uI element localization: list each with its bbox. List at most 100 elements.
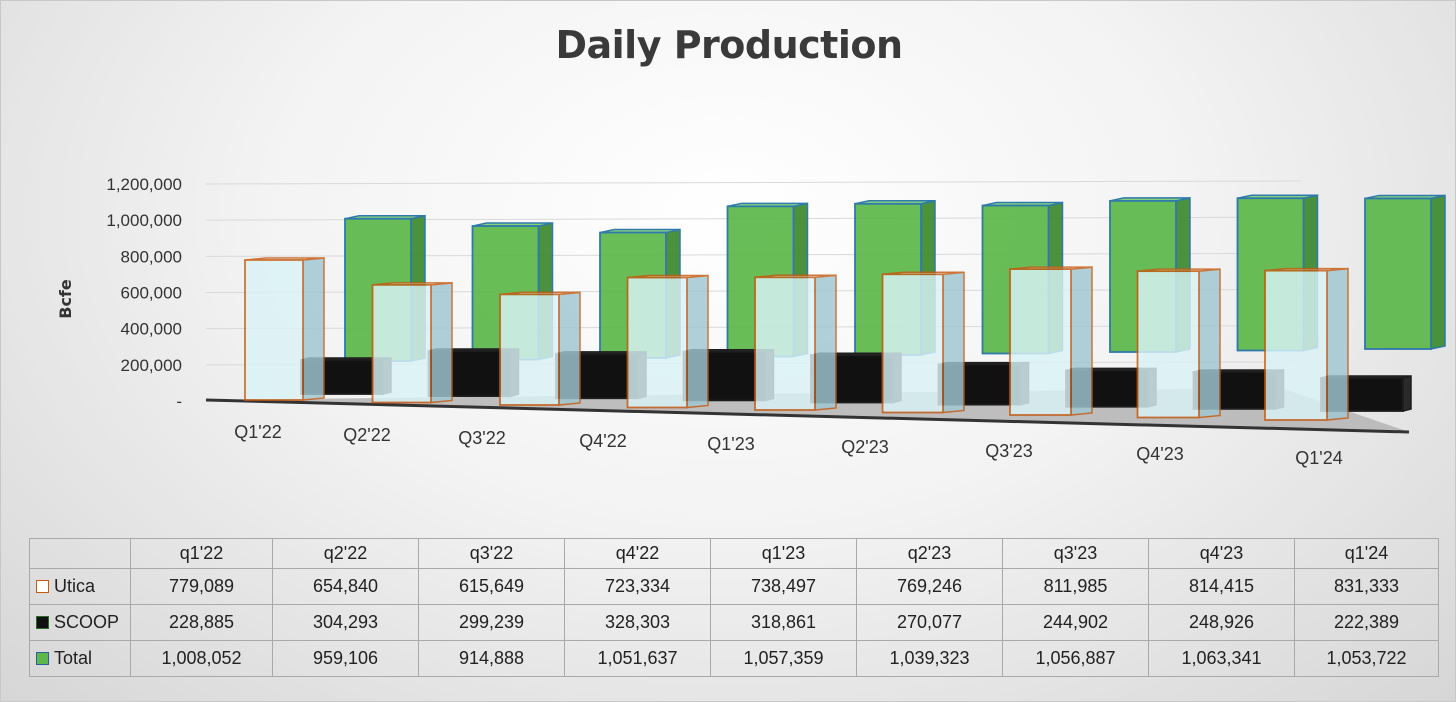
table-column-header: q2'22 [272,538,419,569]
table-row-header: Utica [29,568,131,605]
table-row: Utica 779,089 654,840 615,649 723,334 738,497… [29,568,1439,605]
table-cell: 723,334 [564,568,711,605]
table-cell: 270,077 [856,604,1003,641]
utica-bar [1009,266,1093,416]
y-tick-label: - [176,392,182,411]
bar-chart-3d: - 200,000 400,000 600,000 800,000 1,000,000 1,… [56,175,1446,468]
table-row-header: SCOOP [29,604,131,641]
y-tick-label: 800,000 [121,247,182,266]
table-cell: 615,649 [418,568,565,605]
table-header-row: q1'22 q2'22 q3'22 q4'22 q1'23 q2'23 q3'23 q4'23… [29,538,1439,569]
scoop-bar-side [1402,375,1412,412]
table-column-header: q1'24 [1294,538,1439,569]
table-cell: 1,008,052 [130,640,273,677]
x-tick-label: Q1'22 [234,422,281,442]
table-cell: 769,246 [856,568,1003,605]
table-cell: 1,039,323 [856,640,1003,677]
utica-bar [1264,267,1349,421]
table-cell: 1,063,341 [1148,640,1295,677]
y-axis-ticks: - 200,000 400,000 600,000 800,000 1,000,000 1,… [106,175,182,411]
utica-bar-side [942,271,965,414]
utica-bar-front [371,283,432,404]
utica-bar-side [686,274,709,409]
utica-bar-front [1009,268,1072,416]
table-cell: 244,902 [1002,604,1149,641]
table-column-header: q1'22 [130,538,273,569]
table-row-header: Total [29,640,131,677]
y-tick-label: 400,000 [121,320,182,339]
x-tick-label: Q3'23 [985,441,1032,461]
utica-bar-front [499,293,560,406]
table-column-header: q2'23 [856,538,1003,569]
x-tick-label: Q2'22 [343,425,390,445]
table-cell: 914,888 [418,640,565,677]
y-tick-label: 1,000,000 [106,211,182,230]
legend-swatch-icon [36,652,49,665]
x-tick-label: Q2'23 [841,437,888,457]
table-cell: 228,885 [130,604,273,641]
utica-bar-side [302,257,325,401]
table-cell: 1,051,637 [564,640,711,677]
utica-bar [244,257,325,401]
utica-bar-side [814,274,837,411]
x-tick-label: Q1'23 [707,434,754,454]
table-cell: 814,415 [1148,568,1295,605]
utica-bar-front [1136,270,1200,419]
legend-swatch-icon [36,616,49,629]
table-cell: 304,293 [272,604,419,641]
utica-bar-side [430,282,453,404]
y-tick-label: 200,000 [121,356,182,375]
y-axis-label: Bcfe [56,279,75,319]
table-cell: 831,333 [1294,568,1439,605]
chart-title: Daily Production [555,23,903,67]
table-column-header: q3'22 [418,538,565,569]
table-body: Utica 779,089 654,840 615,649 723,334 738,497… [29,568,1439,677]
total-bar-side [1430,194,1446,350]
table-cell: 318,861 [710,604,857,641]
utica-bar-side [1070,266,1093,416]
utica-bar [499,291,581,406]
utica-bar [371,282,453,404]
table-cell: 738,497 [710,568,857,605]
table-cell: 1,057,359 [710,640,857,677]
table-cell: 654,840 [272,568,419,605]
x-tick-label: Q3'22 [458,428,505,448]
utica-bar-front [754,276,816,411]
legend-swatch-icon [36,580,49,593]
table-cell: 1,056,887 [1002,640,1149,677]
table-cell: 328,303 [564,604,711,641]
utica-bar-front [881,273,944,414]
table-cell: 959,106 [272,640,419,677]
utica-bar [1136,268,1221,419]
utica-bar-side [1198,268,1221,419]
utica-bar-front [244,259,304,401]
x-axis-ticks: Q1'22 Q2'22 Q3'22 Q4'22 Q1'23 Q2'23 Q3'23 Q4'23… [234,422,1342,468]
table-cell: 811,985 [1002,568,1149,605]
table-cell: 222,389 [1294,604,1439,641]
gridline [205,180,1302,185]
utica-bar-side [1326,267,1349,421]
bars [244,194,1446,421]
x-tick-label: Q4'23 [1136,444,1183,464]
table-column-header: q4'22 [564,538,711,569]
table-cell: 1,053,722 [1294,640,1439,677]
data-table: q1'22 q2'22 q3'22 q4'22 q1'23 q2'23 q3'23 q4'23… [29,538,1439,677]
table-corner [29,538,131,569]
table-cell: 779,089 [130,568,273,605]
table-column-header: q1'23 [710,538,857,569]
table-column-header: q3'23 [1002,538,1149,569]
table-row: Total 1,008,052 959,106 914,888 1,051,637 1,0… [29,640,1439,677]
utica-bar-front [626,276,688,409]
x-tick-label: Q4'22 [579,431,626,451]
utica-bar-front [1264,269,1328,421]
table-cell: 248,926 [1148,604,1295,641]
x-axis-line [205,398,1410,434]
y-tick-label: 1,200,000 [106,175,182,194]
table-cell: 299,239 [418,604,565,641]
utica-bar [626,274,709,409]
y-tick-label: 600,000 [121,284,182,303]
utica-bar [754,274,837,411]
total-bar-front [1364,197,1432,350]
table-row: SCOOP 228,885 304,293 299,239 328,303 318,861… [29,604,1439,641]
